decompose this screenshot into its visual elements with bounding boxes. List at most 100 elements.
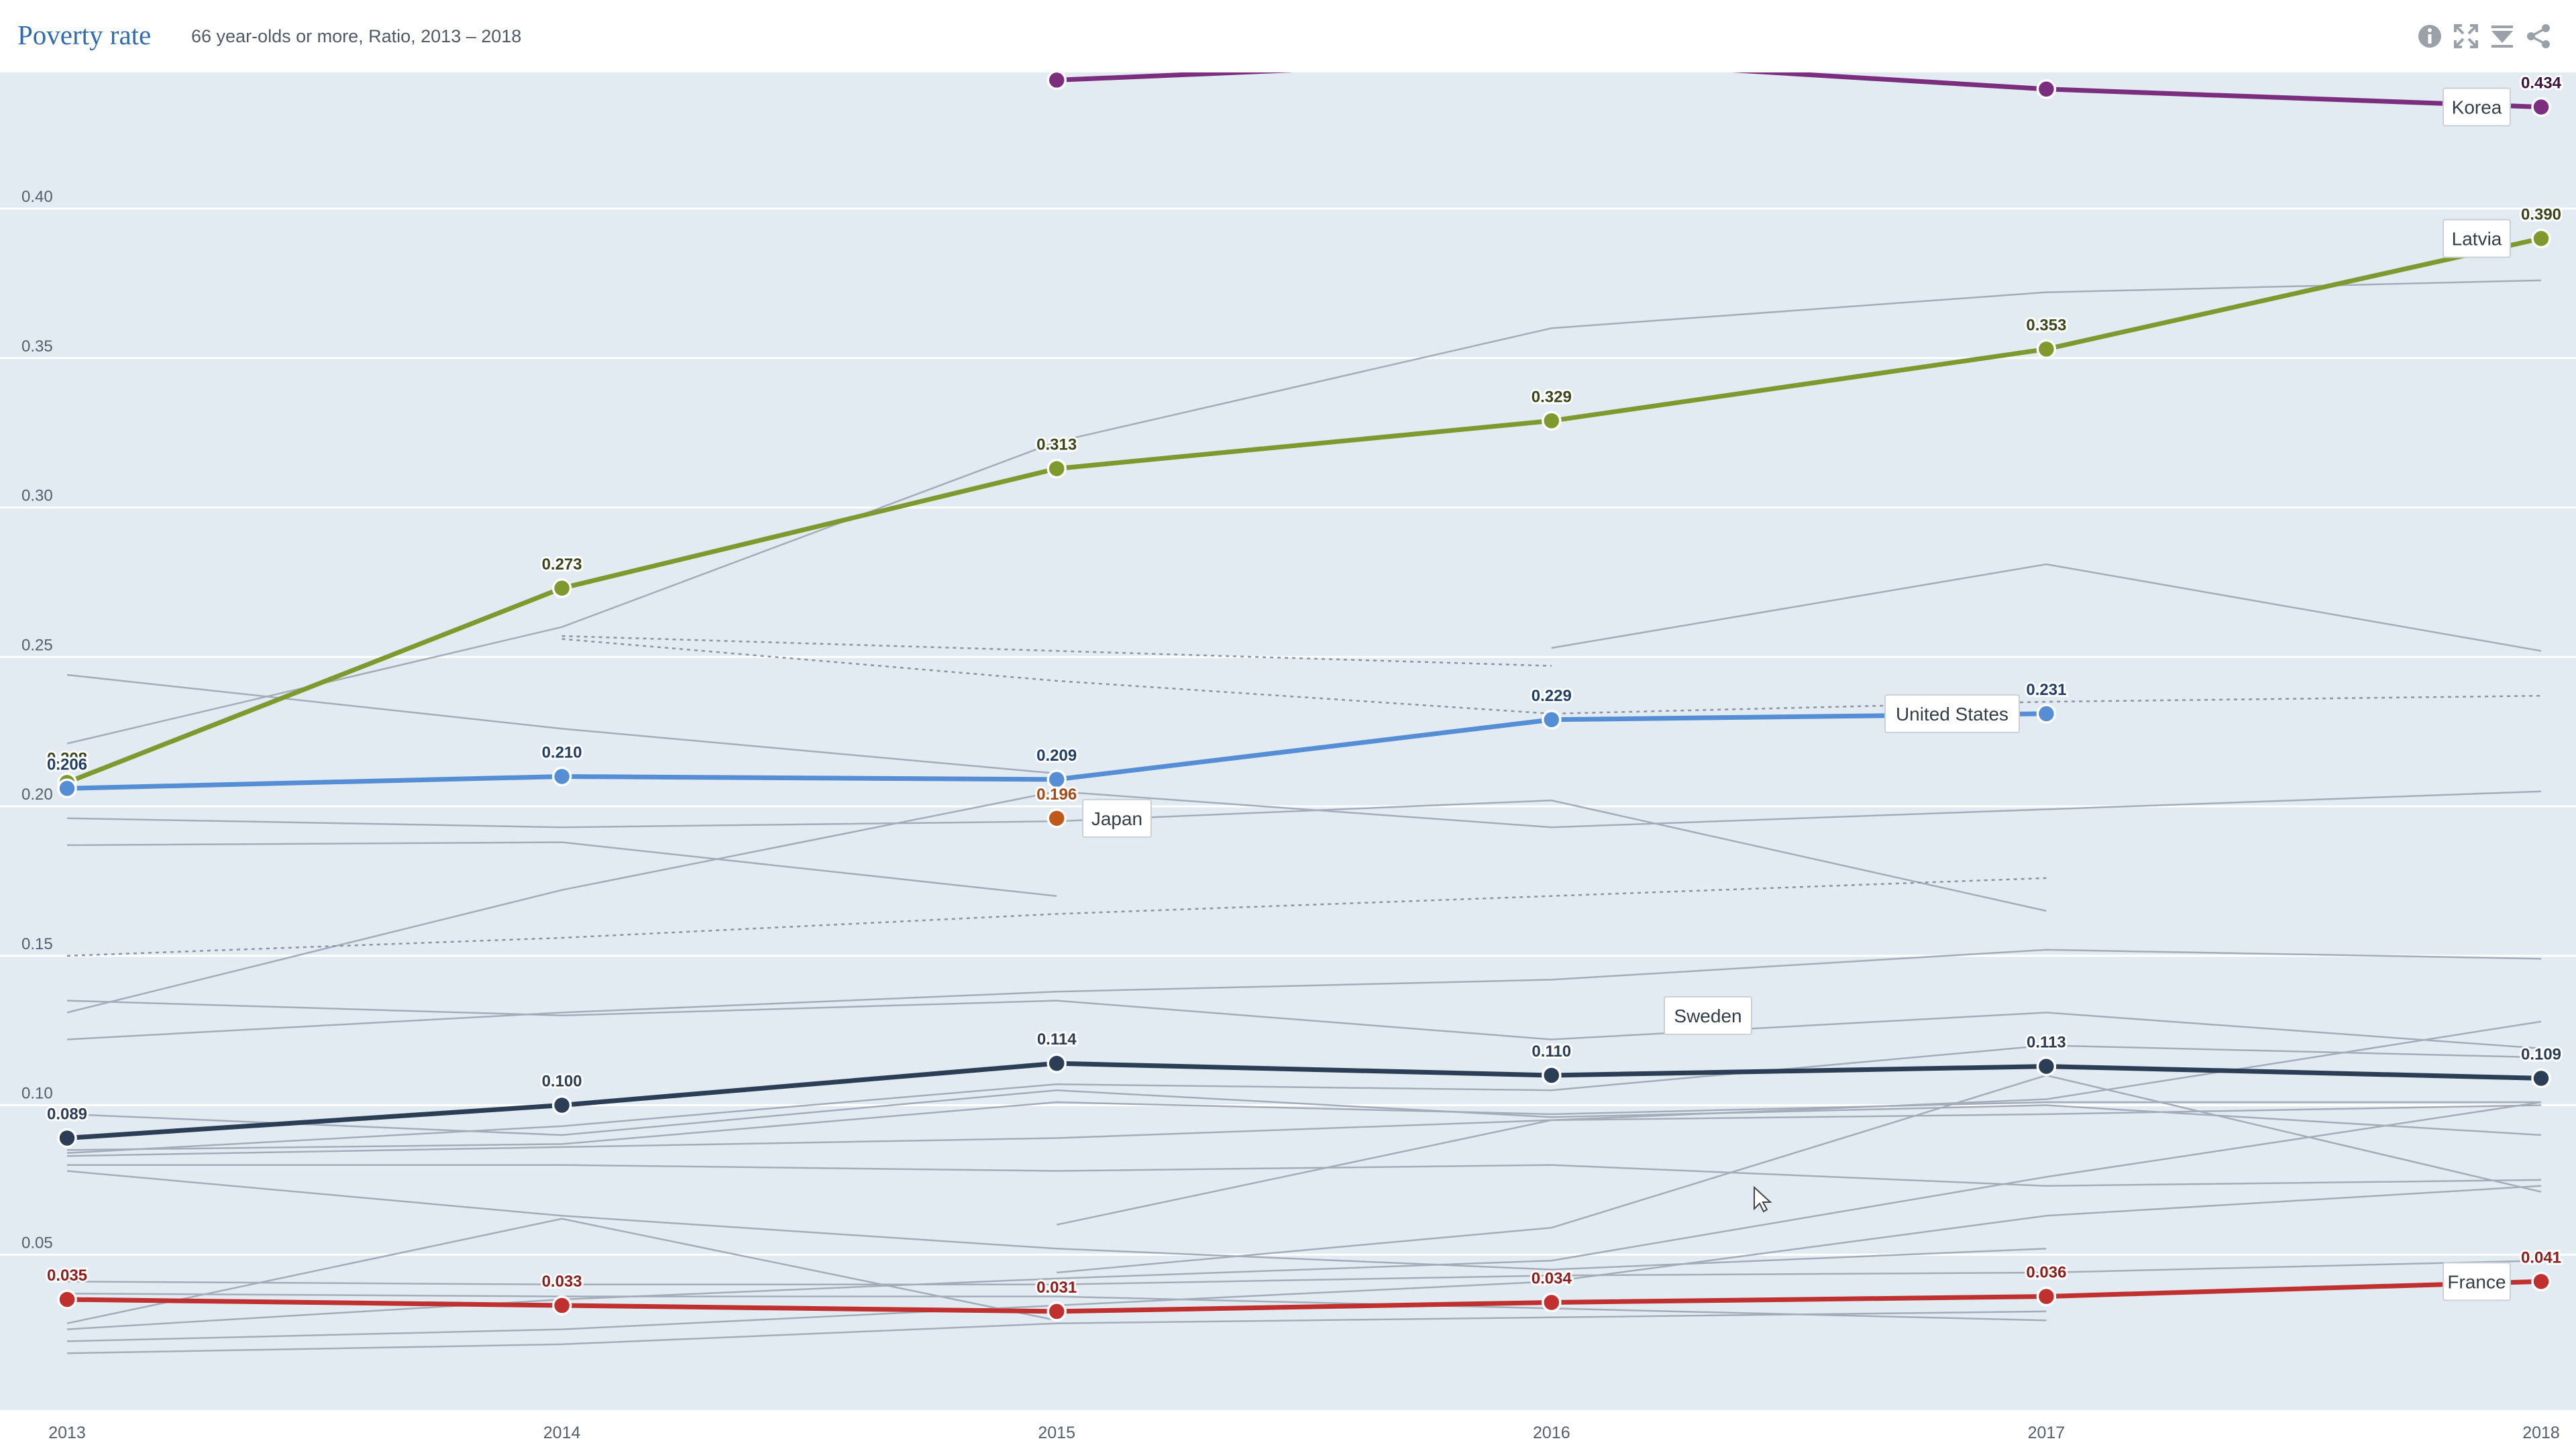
x-tick-label: 2013: [48, 1424, 86, 1442]
chart-title: Poverty rate: [17, 19, 152, 50]
line-chart: 0.050.100.150.200.250.300.350.400.452013…: [0, 72, 2576, 1442]
data-label: 0.114: [1037, 1030, 1077, 1049]
data-label: 0.231: [2026, 681, 2066, 699]
y-tick-label: 0.35: [21, 337, 53, 356]
data-point: [2036, 1056, 2057, 1077]
callout-box: [1664, 996, 1752, 1035]
data-point: [2036, 704, 2057, 724]
data-point: [2531, 97, 2551, 117]
chart-subtitle: 66 year-olds or more, Ratio, 2013 – 2018: [191, 26, 522, 46]
data-point: [1046, 808, 1067, 828]
data-point: [551, 766, 572, 787]
callout-label: Japan: [1091, 808, 1142, 829]
background-series-line: [66, 1104, 2542, 1157]
data-label: 0.089: [47, 1106, 87, 1124]
data-point: [57, 778, 77, 799]
y-tick-label: 0.05: [21, 1234, 53, 1252]
background-series-line: [66, 1044, 2542, 1155]
data-point: [57, 1289, 77, 1309]
callout-box: [2443, 219, 2511, 258]
data-label: 0.100: [542, 1073, 582, 1091]
series-line-korea: [1057, 72, 2542, 109]
background-series-line: [66, 1089, 2542, 1136]
data-point: [2531, 1271, 2551, 1292]
data-label: 0.110: [1532, 1042, 1571, 1061]
x-tick-label: 2016: [1533, 1424, 1570, 1442]
data-label: 0.031: [1036, 1279, 1077, 1297]
data-label: 0.440: [2026, 72, 2066, 74]
y-tick-label: 0.30: [21, 487, 53, 505]
data-point: [551, 1295, 572, 1316]
background-series-line: [66, 1292, 2047, 1322]
dashed-series-line: [561, 635, 1552, 667]
data-label: 0.113: [2027, 1034, 2066, 1052]
dashed-series-line: [66, 877, 2047, 957]
callout-label: United States: [1896, 704, 2008, 724]
series-line-latvia: [66, 236, 2542, 785]
data-label: 0.196: [1036, 786, 1077, 804]
background-series-line: [67, 1164, 2542, 1187]
background-series-line: [66, 1170, 2047, 1271]
data-label: 0.313: [1036, 436, 1077, 454]
data-point: [57, 1128, 77, 1148]
background-series-line: [66, 1101, 2541, 1151]
data-label: 0.390: [2521, 206, 2561, 224]
data-label: 0.208: [47, 749, 87, 767]
data-point: [1046, 1301, 1067, 1322]
data-point: [1542, 411, 1562, 431]
data-point: [2036, 339, 2057, 360]
callout-label: Sweden: [1674, 1006, 1741, 1026]
y-tick-label: 0.20: [21, 786, 53, 804]
background-series-line: [66, 1185, 2542, 1342]
callout-box: [1082, 798, 1152, 838]
x-tick-label: 2015: [1038, 1424, 1075, 1442]
y-tick-label: 0.25: [21, 636, 53, 654]
share-icon[interactable]: [2524, 21, 2553, 51]
data-label: 0.109: [2521, 1045, 2561, 1063]
background-series-line: [1056, 1020, 2542, 1226]
data-label: 0.033: [542, 1273, 582, 1291]
background-series-line: [66, 1218, 1057, 1324]
plot-background: [0, 72, 2576, 1410]
background-series-line: [66, 790, 2542, 1014]
data-point: [1046, 769, 1067, 790]
data-point: [1046, 72, 1067, 91]
background-series-line: [66, 1259, 2542, 1286]
x-tick-label: 2017: [2028, 1424, 2065, 1442]
callout-label: Latvia: [2452, 229, 2502, 250]
background-series-line: [66, 674, 1057, 775]
x-tick-label: 2014: [543, 1424, 581, 1442]
data-point: [1046, 458, 1067, 479]
background-series-line: [66, 841, 1057, 897]
data-label: 0.035: [47, 1267, 87, 1285]
data-point: [2036, 1286, 2057, 1307]
series-line-sweden: [66, 1061, 2542, 1140]
data-label: 0.229: [1532, 687, 1572, 705]
data-point: [1046, 1053, 1067, 1073]
y-tick-label: 0.40: [21, 188, 53, 206]
background-series-line: [66, 279, 2542, 745]
callout-box: [2443, 1262, 2511, 1301]
mouse-cursor-icon: [1754, 1185, 1772, 1213]
data-point: [2531, 1068, 2551, 1089]
data-label: 0.041: [2521, 1248, 2561, 1267]
data-label: 0.209: [1036, 747, 1077, 765]
background-series-line: [66, 1000, 2542, 1050]
data-point: [551, 578, 572, 598]
series-line-france: [66, 1279, 2542, 1314]
chart-header: Poverty rate 66 year-olds or more, Ratio…: [0, 0, 2576, 72]
fullscreen-icon[interactable]: [2451, 21, 2481, 51]
data-label: 0.434: [2521, 74, 2562, 93]
y-tick-label: 0.10: [21, 1085, 53, 1103]
data-point: [1542, 1292, 1562, 1313]
callout-box: [1884, 694, 2020, 733]
data-label: 0.273: [542, 555, 582, 574]
data-point: [551, 1095, 572, 1116]
info-icon[interactable]: [2415, 21, 2445, 51]
data-point: [2531, 228, 2551, 249]
data-point: [2036, 79, 2057, 99]
download-icon[interactable]: [2487, 21, 2517, 51]
callout-label: France: [2447, 1271, 2506, 1292]
x-tick-label: 2018: [2522, 1424, 2560, 1442]
data-label: 0.206: [47, 755, 87, 773]
